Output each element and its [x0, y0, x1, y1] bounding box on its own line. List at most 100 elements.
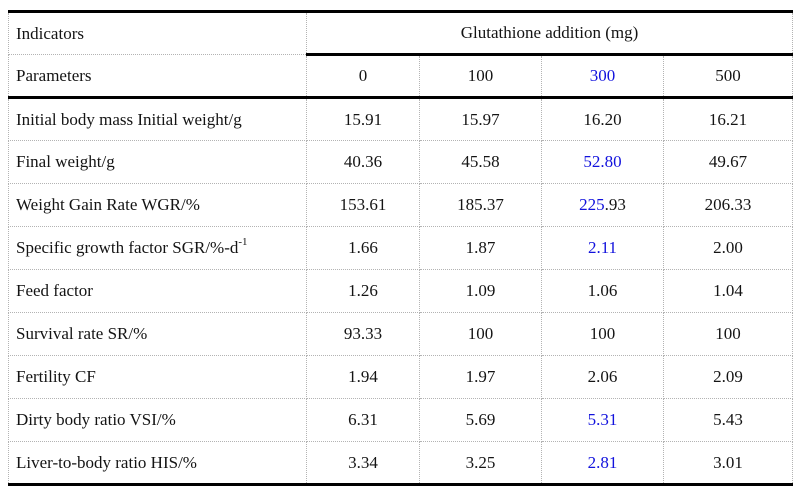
- indicators-header-cell: Indicators: [8, 11, 307, 55]
- text-run: 45.58: [461, 152, 500, 171]
- value-cell: 100: [662, 312, 794, 356]
- value-cell: 1.09: [419, 269, 542, 313]
- parameters-header-cell: Parameters: [8, 54, 307, 99]
- table-row: Specific growth factor SGR/%-d-1 1.66 1.87…: [8, 226, 794, 270]
- text-run: 2.00: [713, 238, 743, 257]
- table-row: Liver-to-body ratio HIS/% 3.34 3.25 2.81 3.0…: [8, 441, 794, 485]
- text-run: 3.34: [348, 452, 378, 472]
- indicator-label-cell: Liver-to-body ratio HIS/%: [8, 441, 307, 485]
- value-cell: 5.31: [541, 398, 664, 442]
- value-cell: 2.11: [541, 226, 664, 270]
- value-cell: 1.66: [306, 226, 420, 270]
- text-run: 225: [579, 195, 605, 214]
- value-cell: 100: [541, 312, 664, 356]
- header-row-doses: Parameters 0 100 300 500: [8, 54, 794, 99]
- text-run: Feed factor: [16, 281, 93, 300]
- header-row-group: Indicators Glutathione addition (mg): [8, 11, 794, 56]
- value-cell: 1.06: [541, 269, 664, 313]
- text-run: 40.36: [343, 152, 383, 171]
- value-cell: 3.25: [419, 441, 542, 485]
- text-run: 1.87: [465, 238, 496, 257]
- value-cell: 1.97: [419, 355, 542, 399]
- table-row: Initial body mass Initial weight/g 15.91 1…: [8, 97, 794, 141]
- value-cell: 15.97: [419, 97, 542, 141]
- text-run: 100: [589, 324, 616, 343]
- group-header-cell: Glutathione addition (mg): [305, 11, 794, 56]
- value-cell: 185.37: [419, 183, 542, 227]
- glutathione-results-table: Indicators Glutathione addition (mg) Par…: [8, 10, 794, 486]
- text-run: 3.01: [713, 452, 743, 472]
- value-cell: 1.87: [419, 226, 542, 270]
- value-cell: 2.06: [541, 355, 664, 399]
- text-run: 93.33: [343, 324, 383, 343]
- value-cell: 225.93: [541, 183, 664, 227]
- text-run: 1.94: [348, 367, 378, 386]
- indicator-label-cell: Survival rate SR/%: [8, 312, 307, 356]
- value-cell: 52.80: [541, 140, 664, 184]
- text-run: Liver-to-body ratio HIS/%: [16, 452, 197, 472]
- value-cell: 2.09: [662, 355, 794, 399]
- value-cell: 45.58: [419, 140, 542, 184]
- text-run: 16.20: [583, 109, 622, 129]
- dose-header-cell: 300: [541, 54, 664, 99]
- text-run: Survival rate SR/%: [16, 324, 148, 343]
- table-row: Final weight/g 40.36 45.58 52.80 49.67: [8, 140, 794, 184]
- indicator-label-cell: Dirty body ratio VSI/%: [8, 398, 307, 442]
- text-run: 2.11: [587, 238, 618, 257]
- table-row: Survival rate SR/% 93.33 100 100 100: [8, 312, 794, 356]
- text-run: 2.06: [587, 367, 618, 386]
- text-run: 15.97: [461, 109, 500, 129]
- text-run: 1.26: [348, 281, 378, 300]
- table-body: Initial body mass Initial weight/g 15.91 1…: [8, 97, 794, 485]
- indicator-label-cell: Fertility CF: [8, 355, 307, 399]
- value-cell: 100: [419, 312, 542, 356]
- text-run: 100: [467, 324, 494, 343]
- value-cell: 5.69: [419, 398, 542, 442]
- text-run: 1.06: [587, 281, 618, 300]
- text-run: 100: [715, 324, 741, 343]
- indicator-label-cell: Feed factor: [8, 269, 307, 313]
- text-run: 6.31: [348, 410, 378, 429]
- value-cell: 16.20: [541, 97, 664, 141]
- text-run: .93: [604, 195, 626, 214]
- value-cell: 40.36: [306, 140, 420, 184]
- text-run: 206.33: [704, 195, 752, 214]
- text-run: Weight Gain Rate WGR/%: [16, 195, 200, 214]
- value-cell: 1.26: [306, 269, 420, 313]
- value-cell: 3.01: [662, 441, 794, 485]
- dose-header-cell: 500: [662, 54, 794, 99]
- text-run: 1.97: [465, 367, 496, 386]
- value-cell: 6.31: [306, 398, 420, 442]
- text-run: Initial body mass Initial weight/g: [16, 109, 242, 129]
- table-row: Fertility CF 1.94 1.97 2.06 2.09: [8, 355, 794, 399]
- value-cell: 16.21: [662, 97, 794, 141]
- text-run: 2.09: [713, 367, 743, 386]
- value-cell: 153.61: [306, 183, 420, 227]
- indicator-label-cell: Final weight/g: [8, 140, 307, 184]
- indicator-label-cell: Specific growth factor SGR/%-d-1: [8, 226, 307, 270]
- indicator-label-cell: Initial body mass Initial weight/g: [8, 97, 307, 141]
- text-run: 52.80: [583, 152, 622, 171]
- text-run: 49.67: [708, 152, 748, 171]
- value-cell: 1.04: [662, 269, 794, 313]
- value-cell: 206.33: [662, 183, 794, 227]
- table-row: Dirty body ratio VSI/% 6.31 5.69 5.31 5.43: [8, 398, 794, 442]
- text-run: Fertility CF: [16, 367, 96, 386]
- value-cell: 3.34: [306, 441, 420, 485]
- value-cell: 2.00: [662, 226, 794, 270]
- table-row: Feed factor 1.26 1.09 1.06 1.04: [8, 269, 794, 313]
- dose-header-cell: 100: [419, 54, 542, 99]
- text-run: 15.91: [343, 109, 383, 129]
- value-cell: 5.43: [662, 398, 794, 442]
- text-run: 3.25: [465, 452, 496, 472]
- text-run: 153.61: [339, 195, 387, 214]
- text-run: Dirty body ratio VSI/%: [16, 410, 176, 429]
- value-cell: 49.67: [662, 140, 794, 184]
- value-cell: 93.33: [306, 312, 420, 356]
- text-run: Specific growth factor SGR/%-d: [16, 238, 239, 257]
- text-run: 5.69: [465, 410, 496, 429]
- superscript-text: -1: [238, 236, 248, 249]
- text-run: 5.31: [587, 410, 618, 429]
- text-run: 16.21: [708, 109, 748, 129]
